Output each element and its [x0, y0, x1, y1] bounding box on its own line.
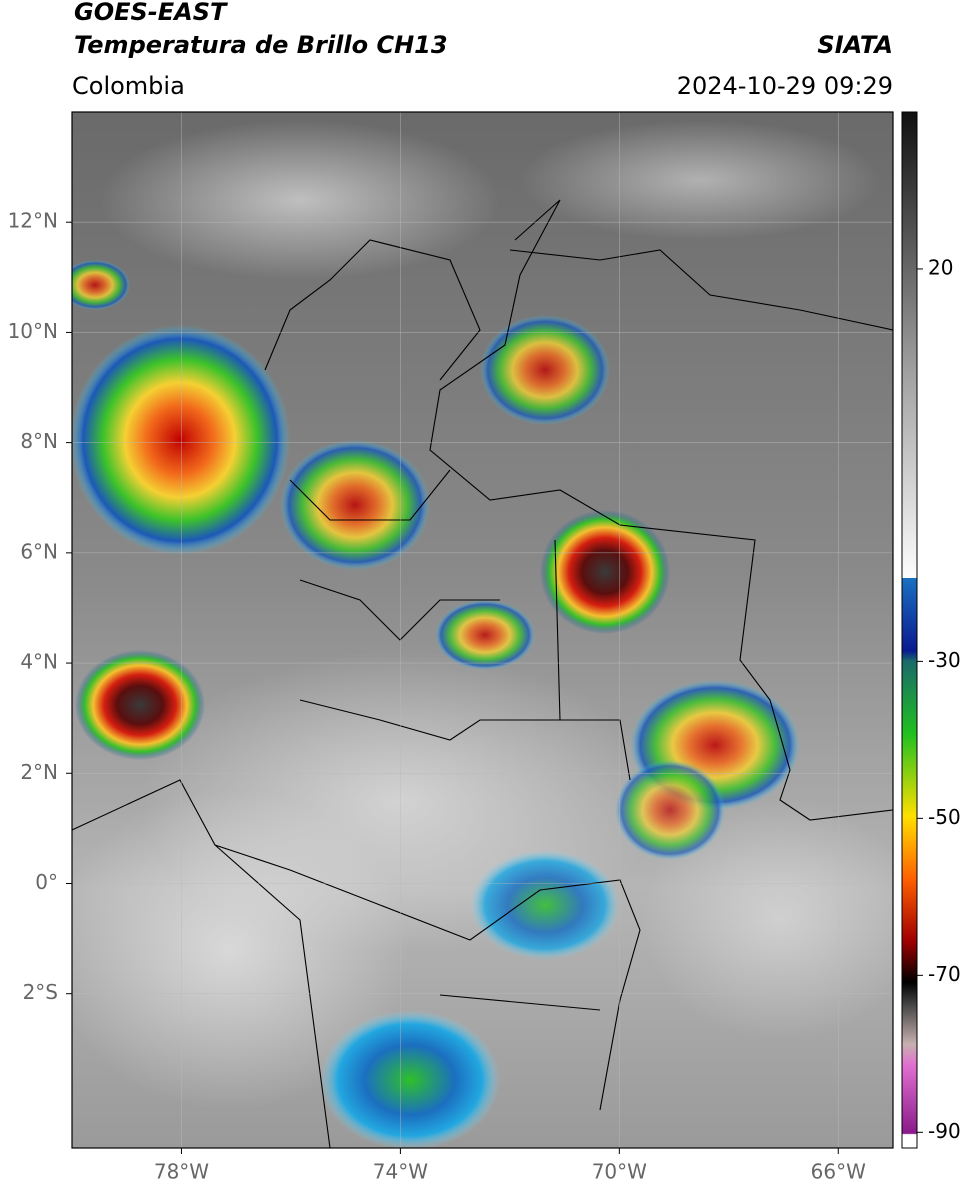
title-line1: GOES-EAST	[74, 0, 228, 26]
borders	[72, 199, 893, 1148]
cloud	[520, 120, 880, 240]
y-tick-label: 4°N	[20, 650, 58, 674]
colorbar-tick-label: -50	[928, 805, 961, 829]
title-line2: Temperatura de Brillo CH13	[74, 31, 448, 59]
colorbar-tick-label: -30	[928, 648, 961, 672]
datetime: 2024-10-29 09:29	[677, 72, 893, 100]
region: Colombia	[72, 72, 185, 100]
y-tick-label: 2°S	[23, 980, 58, 1004]
colorbar-tick-label: 20	[928, 255, 953, 279]
source: SIATA	[817, 31, 893, 59]
x-tick-label: 74°W	[373, 1160, 428, 1184]
storm	[435, 600, 535, 670]
storm	[540, 510, 670, 634]
map-frame	[71, 111, 894, 1149]
y-tick-label: 6°N	[20, 539, 58, 563]
y-tick-label: 12°N	[8, 209, 58, 233]
satellite-image	[72, 112, 893, 1148]
colorbar-tick-label: -90	[928, 1119, 961, 1143]
cloud	[72, 790, 410, 1110]
cloud	[640, 800, 893, 1040]
x-tick-label: 66°W	[811, 1160, 866, 1184]
cloud	[100, 120, 500, 280]
y-tick-label: 8°N	[20, 429, 58, 453]
y-tick-label: 2°N	[20, 760, 58, 784]
storm	[75, 650, 205, 760]
y-tick-label: 0°	[35, 870, 58, 894]
x-tick-label: 70°W	[592, 1160, 647, 1184]
storm	[480, 315, 610, 425]
colorbar-tick-label: -70	[928, 962, 961, 986]
storm	[320, 1010, 500, 1148]
y-tick-label: 10°N	[8, 319, 58, 343]
storm	[280, 440, 430, 570]
storm	[72, 325, 290, 555]
storm	[72, 260, 130, 310]
x-tick-label: 78°W	[154, 1160, 209, 1184]
storm	[470, 850, 620, 960]
storm	[615, 760, 725, 860]
colorbar	[901, 111, 918, 1149]
